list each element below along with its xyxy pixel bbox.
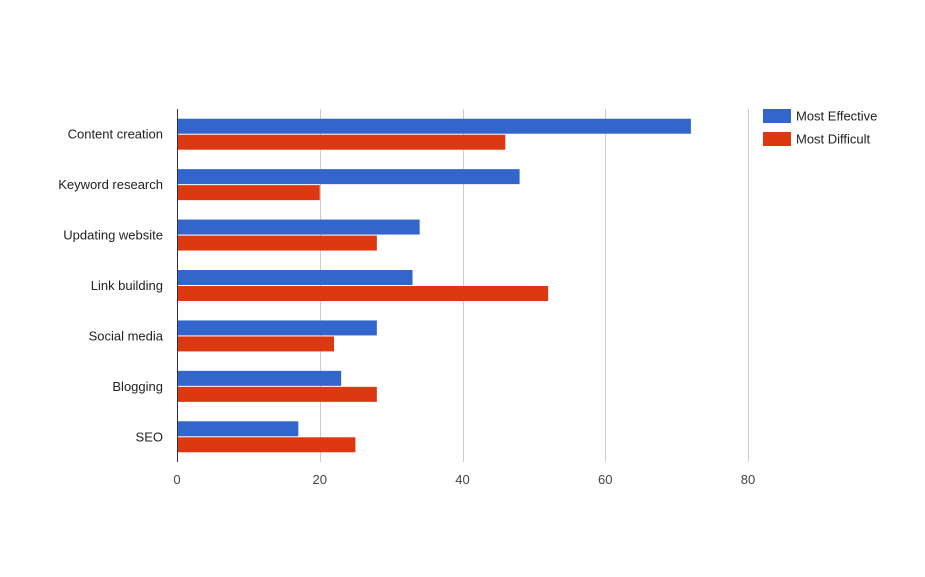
x-tick-label: 40: [455, 472, 469, 487]
legend-swatch-most-difficult: [763, 132, 791, 146]
gridlines: [320, 109, 749, 462]
bar-most-effective-1: [177, 169, 520, 185]
bar-most-effective-5: [177, 370, 342, 386]
bar-most-effective-2: [177, 219, 420, 235]
legend-swatch-most-effective: [763, 109, 791, 123]
x-tick-label: 0: [173, 472, 180, 487]
bar-most-difficult-5: [177, 386, 377, 402]
category-label: SEO: [136, 429, 163, 444]
bar-most-effective-3: [177, 270, 413, 285]
bar-most-difficult-3: [177, 286, 549, 301]
tick-labels: 0 20 40 60 80: [173, 472, 755, 487]
bar-most-difficult-6: [177, 437, 356, 453]
category-label: Content creation: [68, 127, 163, 142]
bar-most-difficult-0: [177, 134, 506, 150]
bar-most-difficult-2: [177, 235, 377, 251]
category-label: Keyword research: [58, 177, 163, 192]
legend-label: Most Effective: [796, 109, 877, 124]
category-labels: Content creation Keyword research Updating…: [58, 127, 164, 445]
legend: Most Effective Most Difficult: [763, 109, 877, 147]
bar-most-effective-6: [177, 421, 299, 437]
bar-most-effective-4: [177, 320, 377, 336]
category-label: Social media: [89, 328, 164, 343]
x-tick-label: 80: [741, 472, 755, 487]
category-label: Updating website: [63, 228, 163, 243]
category-label: Link building: [91, 278, 163, 293]
bars: [177, 118, 691, 453]
bar-most-effective-0: [177, 118, 691, 134]
category-label: Blogging: [112, 379, 163, 394]
x-tick-label: 60: [598, 472, 612, 487]
bar-most-difficult-4: [177, 336, 335, 352]
x-tick-label: 20: [313, 472, 327, 487]
legend-label: Most Difficult: [796, 132, 871, 147]
bar-most-difficult-1: [177, 185, 320, 201]
